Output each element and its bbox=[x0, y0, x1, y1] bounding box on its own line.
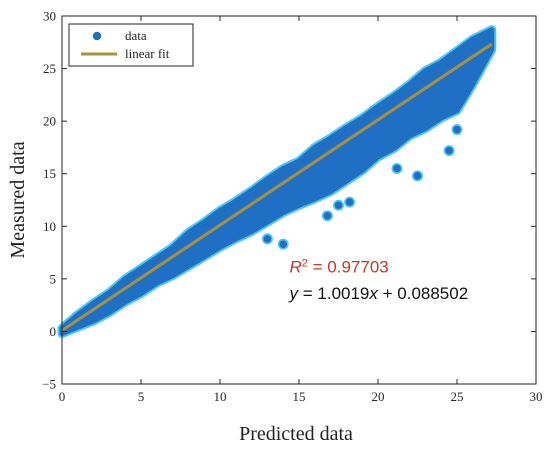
data-point bbox=[453, 125, 461, 134]
fit-equation-annotation: y = 1.0019x + 0.088502 bbox=[289, 284, 469, 303]
data-point bbox=[263, 235, 272, 243]
data-point bbox=[323, 211, 332, 220]
x-tick-label: 25 bbox=[451, 389, 464, 404]
r-squared-annotation: R2 = 0.97703 bbox=[290, 258, 389, 277]
data-point bbox=[279, 240, 288, 248]
y-tick-label: 10 bbox=[43, 219, 56, 234]
y-tick-label: −5 bbox=[42, 377, 56, 392]
x-tick-label: 0 bbox=[59, 389, 66, 404]
legend-fit-label: linear fit bbox=[125, 46, 170, 61]
y-tick-label: 20 bbox=[43, 114, 56, 129]
legend-box bbox=[68, 23, 194, 67]
data-point bbox=[393, 164, 401, 173]
x-tick-label: 15 bbox=[293, 389, 306, 404]
y-axis-title: Measured data bbox=[7, 141, 29, 258]
y-tick-label: 5 bbox=[50, 271, 57, 286]
y-tick-label: 15 bbox=[43, 166, 56, 181]
x-tick-label: 10 bbox=[214, 389, 227, 404]
x-tick-label: 30 bbox=[530, 389, 543, 404]
data-point bbox=[445, 146, 453, 155]
x-tick-label: 20 bbox=[372, 389, 385, 404]
annotation-layer: R2 = 0.97703 y = 1.0019x + 0.088502 bbox=[289, 258, 469, 303]
x-tick-label: 5 bbox=[138, 389, 145, 404]
data-point bbox=[413, 172, 422, 180]
x-axis-title: Predicted data bbox=[239, 423, 353, 445]
legend: data linear fit bbox=[68, 23, 194, 67]
data-point bbox=[334, 201, 343, 210]
linear-fit-line-core bbox=[61, 43, 493, 331]
y-tick-label: 30 bbox=[43, 9, 56, 24]
y-tick-label: 25 bbox=[43, 61, 56, 76]
fit-line-layer bbox=[61, 42, 493, 332]
legend-data-marker bbox=[92, 31, 102, 41]
legend-data-label: data bbox=[125, 28, 147, 43]
data-point bbox=[345, 198, 354, 206]
y-tick-label: 0 bbox=[50, 324, 57, 339]
